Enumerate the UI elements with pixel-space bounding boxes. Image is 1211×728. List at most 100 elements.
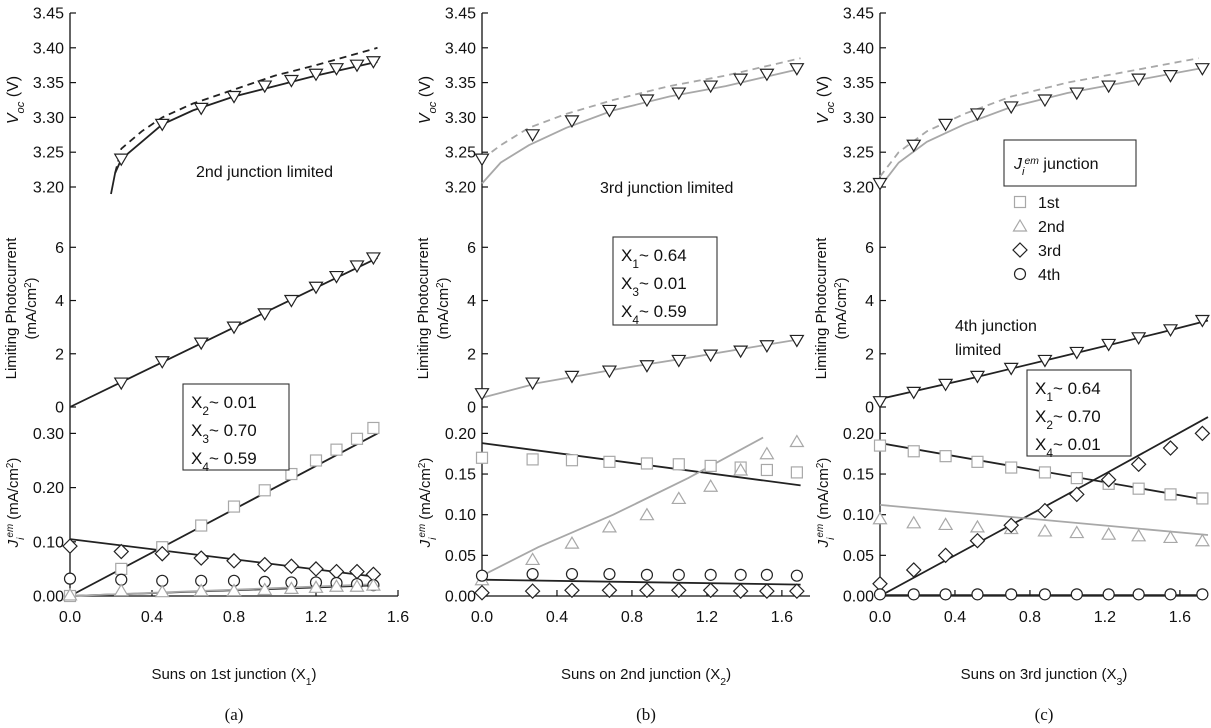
j-point-triangle <box>1131 528 1147 542</box>
x-tick-label: 0.0 <box>59 609 81 626</box>
j-y-tick-label: 0.05 <box>843 548 874 565</box>
x-tick-label-part: 1.6 <box>387 609 409 626</box>
voc-y-tick-label: 3.25 <box>33 145 64 162</box>
x-tick-label: 0.4 <box>546 609 568 626</box>
j-y-tick-label: 0.20 <box>843 426 874 443</box>
j-point-square <box>939 450 952 463</box>
j-point-square <box>475 451 489 464</box>
lp-axis-label-1-part: Limiting Photocurrent <box>3 237 20 380</box>
j-y-tick-label-part: 0.05 <box>843 548 874 565</box>
x-axis-label-part: ) <box>1122 666 1127 683</box>
lp-point <box>113 377 129 391</box>
lp-axis-label-1-part: Limiting Photocurrent <box>813 237 830 380</box>
voc-axis-label-part: V <box>5 112 22 124</box>
lp-point <box>789 334 805 348</box>
voc-y-tick-label: 3.45 <box>843 6 874 23</box>
panel-caption-part: (b) <box>636 705 656 724</box>
j-point-circle <box>603 567 616 581</box>
lp-y-tick-label: 0 <box>467 400 476 417</box>
j-y-tick-label-part: 0.15 <box>843 467 874 484</box>
j-point-circle <box>640 568 654 581</box>
voc-y-tick-label: 3.35 <box>33 75 64 92</box>
j-point-diamond <box>1037 502 1053 519</box>
j-point-diamond <box>639 582 655 599</box>
voc-y-tick-label-part: 3.25 <box>33 145 64 162</box>
x-tick-label-part: 0.4 <box>944 609 966 626</box>
j-point-square <box>672 458 685 471</box>
lp-point <box>1131 332 1147 345</box>
voc-point <box>193 102 209 116</box>
j-y-tick-label: 0.20 <box>445 426 476 443</box>
j-point-circle <box>734 568 747 581</box>
annotation-2: limited <box>955 342 1001 359</box>
voc-point <box>257 80 273 94</box>
lp-point <box>969 370 986 384</box>
x-tick-label-part: 1.6 <box>1169 609 1191 626</box>
voc-point <box>703 80 719 94</box>
voc-y-tick-label-part: 3.30 <box>445 110 476 127</box>
voc-point <box>564 115 580 129</box>
lp-point <box>1069 346 1085 360</box>
x-value-row: X1~ 0.64 <box>621 246 687 271</box>
j-y-tick-label-part: 0.10 <box>33 534 64 551</box>
lp-point <box>564 370 580 384</box>
voc-point <box>969 108 986 122</box>
lp-point <box>283 294 299 308</box>
lp-axis-label-2: (mA/cm2) <box>435 277 453 339</box>
x-value-row-part: ~ 0.01 <box>1053 435 1101 454</box>
lp-axis-label-1: Limiting Photocurrent <box>813 237 830 380</box>
voc-point <box>906 139 922 153</box>
j-point-triangle <box>525 552 541 566</box>
j-point-triangle <box>759 446 775 460</box>
j-axis-label: Jiem (mA/cm2) <box>417 458 440 549</box>
voc-point <box>226 90 242 104</box>
x-value-row: X3~ 0.01 <box>621 274 687 299</box>
j-point-circle <box>971 588 984 601</box>
j-point-square <box>227 500 241 513</box>
lp-y-tick-label-part: 6 <box>467 240 476 257</box>
j-point-circle <box>1132 588 1145 601</box>
x-value-row-part: X <box>621 302 632 321</box>
lp-point <box>257 308 273 322</box>
j-axis-label-part: ) <box>5 458 22 463</box>
x-tick-label: 1.6 <box>1169 609 1191 626</box>
voc-y-tick-label: 3.40 <box>33 40 64 57</box>
x-axis-label-part: 2 <box>720 676 726 688</box>
x-tick-label-part: 1.2 <box>1094 609 1116 626</box>
j-point-triangle <box>328 579 345 592</box>
j-point-diamond <box>732 583 749 599</box>
j-line <box>879 504 1209 536</box>
legend-entry-label-part: 3rd <box>1038 243 1061 260</box>
voc-y-tick-label-part: 3.25 <box>445 145 476 162</box>
lp-y-tick-label: 4 <box>467 293 476 310</box>
j-point-square <box>907 445 920 458</box>
x-value-row-part: 2 <box>1046 418 1053 432</box>
panel-caption-part: (c) <box>1035 705 1054 724</box>
j-point-square <box>1132 482 1145 495</box>
lp-y-tick-label: 2 <box>55 346 64 363</box>
j-axis-label: Jiem (mA/cm2) <box>815 458 838 549</box>
j-point-diamond <box>113 543 130 560</box>
j-point-square <box>330 443 343 456</box>
lp-y-tick-label-part: 6 <box>55 240 64 257</box>
x-tick-label: 1.6 <box>387 609 409 626</box>
j-y-tick-label-part: 0.15 <box>445 467 476 484</box>
j-axis-label-part: ) <box>417 458 434 463</box>
lp-point <box>733 345 749 359</box>
j-point-triangle <box>671 491 687 505</box>
j-point-diamond <box>789 583 805 599</box>
j-y-tick-label: 0.30 <box>33 426 64 443</box>
x-value-row: X3~ 0.70 <box>191 421 257 446</box>
legend-entry-label: 1st <box>1038 195 1060 212</box>
annotation-part: 4th junction <box>955 318 1037 335</box>
panel-caption: (a) <box>225 705 244 724</box>
j-point-square <box>195 519 208 532</box>
j-point-triangle <box>1194 533 1210 547</box>
annotation-part: 3rd junction limited <box>600 180 733 197</box>
x-tick-label-part: 0.8 <box>1019 609 1041 626</box>
j-point-diamond <box>937 547 954 564</box>
j-point-triangle <box>601 519 618 533</box>
lp-point <box>154 356 170 369</box>
x-value-row-part: 4 <box>202 460 209 474</box>
j-y-tick-label-part: 0.00 <box>33 589 64 606</box>
